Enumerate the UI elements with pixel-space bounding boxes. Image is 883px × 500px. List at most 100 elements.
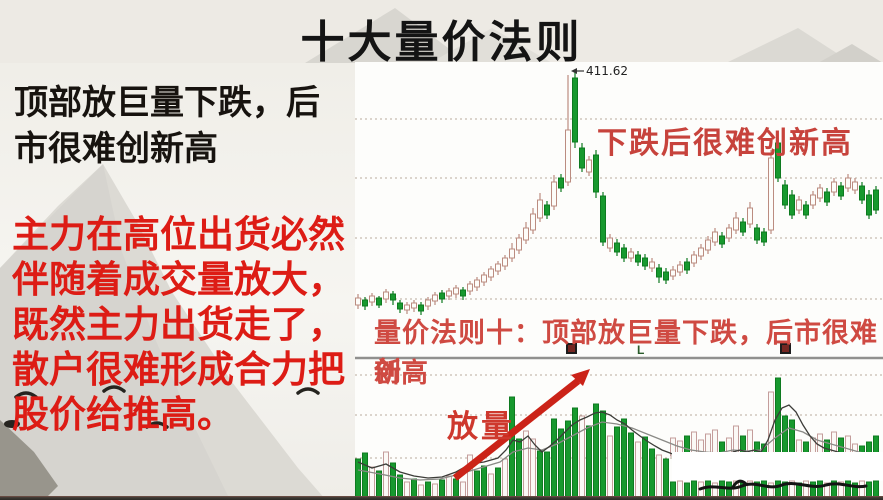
rule-annotation-line1: 量价法则十：顶部放巨量下跌，后市很难创 xyxy=(374,318,878,387)
candle-body xyxy=(544,204,550,216)
candle-body xyxy=(740,221,746,233)
candle-body xyxy=(817,187,823,199)
bottom-border xyxy=(0,496,883,500)
candle-body xyxy=(572,77,578,143)
white-patch xyxy=(672,452,883,481)
seal-mark-inner xyxy=(568,345,575,352)
candle-body xyxy=(810,194,816,206)
candle-body xyxy=(453,287,459,295)
seal-mark-inner xyxy=(782,345,789,352)
candle-body xyxy=(537,199,543,219)
chart-top-annotation: 下跌后很难创新高 xyxy=(597,127,853,160)
volume-bar xyxy=(411,478,417,498)
candle-body xyxy=(502,257,508,267)
candle-body xyxy=(754,227,760,241)
candle-body xyxy=(355,297,361,306)
volume-bar xyxy=(362,452,368,498)
candle-body xyxy=(579,147,585,169)
bottom-left-hill-icon xyxy=(0,420,58,500)
volume-bar xyxy=(516,438,522,498)
volume-annotation: 放量 xyxy=(447,409,515,444)
volume-bar xyxy=(579,415,585,498)
volume-bar xyxy=(502,458,508,498)
volume-bar xyxy=(537,450,543,498)
candle-body xyxy=(747,207,753,225)
candle-body xyxy=(425,299,431,307)
candle-body xyxy=(726,227,732,239)
candle-body xyxy=(516,237,522,251)
volume-bar xyxy=(621,418,627,498)
peak-price-label: 411.62 xyxy=(586,64,628,78)
volume-bar xyxy=(376,470,382,498)
volume-bar xyxy=(544,451,550,498)
candle-body xyxy=(684,261,690,271)
candle-body xyxy=(446,290,452,297)
volume-bar xyxy=(453,478,459,498)
volume-bar xyxy=(425,481,431,498)
red-arrow-shaft xyxy=(452,378,581,481)
volume-bar xyxy=(789,419,795,457)
volume-bar xyxy=(523,430,529,498)
topright-mountain-icon xyxy=(726,28,852,63)
candle-body xyxy=(635,254,641,263)
strip-bar xyxy=(775,480,781,498)
candle-body xyxy=(474,279,480,288)
strip-bar xyxy=(677,480,683,498)
volume-bar xyxy=(593,403,599,498)
strip-bar xyxy=(670,481,676,498)
candle-body xyxy=(488,268,494,278)
candle-body xyxy=(390,293,396,301)
candle-body xyxy=(852,181,858,191)
strip-bar xyxy=(761,480,767,498)
volume-bar xyxy=(404,481,410,498)
volume-bar xyxy=(565,420,571,498)
volume-bar xyxy=(439,479,445,498)
candle-body xyxy=(523,227,529,241)
candle-body xyxy=(796,199,802,211)
candle-body xyxy=(551,181,557,207)
candle-body xyxy=(439,292,445,300)
volume-bar xyxy=(446,475,452,498)
candle-body xyxy=(600,195,606,243)
candle-body xyxy=(362,299,368,307)
strip-bar xyxy=(866,481,872,498)
candle-body xyxy=(383,291,389,300)
candlestick-chart: L 411.62 xyxy=(355,62,883,500)
strip-bar xyxy=(684,482,690,498)
volume-bar xyxy=(530,438,536,498)
rule-annotation-line2: 新高 xyxy=(374,358,428,388)
volume-bar xyxy=(600,410,606,498)
volume-bar xyxy=(355,458,361,498)
ink-bird-icons xyxy=(14,385,320,429)
candle-body xyxy=(845,177,851,189)
candle-body xyxy=(789,194,795,216)
candle-body xyxy=(768,157,774,231)
candle-body xyxy=(649,261,655,269)
candle-body xyxy=(432,294,438,302)
candle-body xyxy=(698,247,704,257)
strip-bar xyxy=(859,480,865,498)
candle-body xyxy=(467,283,473,292)
strip-bar xyxy=(810,481,816,498)
candle-body xyxy=(369,295,375,303)
candle-body xyxy=(656,267,662,278)
candle-body xyxy=(705,239,711,251)
candle-body xyxy=(831,181,837,193)
left-red-note: 主力在高位出货必然 伴随着成交量放大， 既然主力出货走了， 散户很难形成合力把 … xyxy=(12,214,345,435)
strip-bar xyxy=(712,482,718,498)
left-black-note: 顶部放巨量下跌，后 市很难创新高 xyxy=(14,84,320,168)
ink-blob-icon xyxy=(4,420,20,428)
candle-body xyxy=(782,184,788,206)
candle-body xyxy=(803,204,809,216)
volume-bar xyxy=(558,428,564,498)
candle-body xyxy=(733,217,739,231)
volume-bar xyxy=(649,448,655,498)
volume-bar xyxy=(481,465,487,498)
volume-bar xyxy=(488,473,494,498)
strip-bar xyxy=(845,480,851,498)
candle-body xyxy=(614,242,620,253)
candle-body xyxy=(859,185,865,201)
ink-scribble xyxy=(731,479,748,489)
volume-bar xyxy=(782,415,788,457)
